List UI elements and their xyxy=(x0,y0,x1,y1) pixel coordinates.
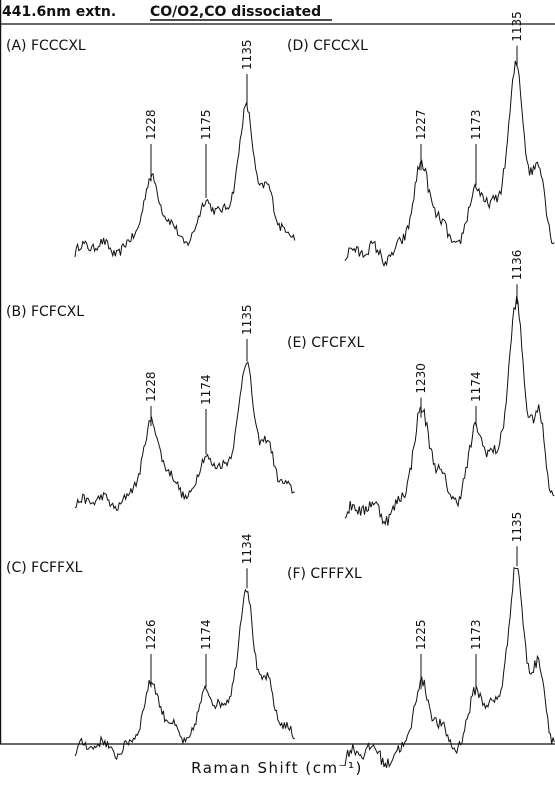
peak-label: 1135 xyxy=(510,512,524,543)
spectrum-panel: (A) FCCCXL 1228 1175 1135 xyxy=(6,38,296,258)
spectrum-line xyxy=(74,588,295,761)
peak-label: 1174 xyxy=(199,619,213,650)
spectrum-panel: (C) FCFFXL 1226 1174 1134 xyxy=(6,534,295,761)
peak-label: 1174 xyxy=(199,374,213,405)
peak-label: 1230 xyxy=(414,363,428,394)
panel-title: (E) CFCFXL xyxy=(287,335,364,351)
panel-title: (B) FCFCXL xyxy=(6,304,84,320)
x-axis-label: Raman Shift (cm⁻¹) xyxy=(191,759,363,777)
panel-title: (D) CFCCXL xyxy=(287,38,368,54)
peak-label: 1225 xyxy=(414,619,428,650)
spectrum-panel: (F) CFFFXL 1225 1173 1135 xyxy=(287,512,555,768)
spectrum-line xyxy=(344,567,555,768)
panel-title: (F) CFFFXL xyxy=(287,566,362,582)
peak-label: 1135 xyxy=(240,39,254,70)
peak-label: 1173 xyxy=(469,109,483,140)
spectrum-panel: (B) FCFCXL 1228 1174 1135 xyxy=(6,304,295,511)
peak-label: 1226 xyxy=(144,619,158,650)
peak-label: 1173 xyxy=(469,619,483,650)
spectrum-line xyxy=(344,60,555,268)
excitation-label: 441.6nm extn. xyxy=(2,4,116,20)
panel-title: (A) FCCCXL xyxy=(6,38,86,54)
peak-label: 1134 xyxy=(240,534,254,565)
spectrum-panel: (E) CFCFXL 1230 1174 1136 xyxy=(287,250,555,526)
peak-label: 1135 xyxy=(240,304,254,335)
peak-label: 1174 xyxy=(469,371,483,402)
spectrum-line xyxy=(74,100,296,258)
peak-label: 1228 xyxy=(144,371,158,402)
panel-title: (C) FCFFXL xyxy=(6,560,83,576)
condition-label: CO/O2,CO dissociated xyxy=(150,4,321,20)
spectrum-line xyxy=(344,296,555,526)
peak-label: 1228 xyxy=(144,109,158,140)
spectrum-panel: (D) CFCCXL 1227 1173 1135 xyxy=(287,11,555,268)
peak-label: 1136 xyxy=(510,250,524,281)
peak-label: 1175 xyxy=(199,109,213,140)
spectrum-panels: (A) FCCCXL 1228 1175 1135 (B) FCFCXL 1228 1174… xyxy=(6,11,555,768)
peak-label: 1135 xyxy=(510,11,524,42)
peak-label: 1227 xyxy=(414,109,428,140)
spectrum-line xyxy=(74,361,295,511)
